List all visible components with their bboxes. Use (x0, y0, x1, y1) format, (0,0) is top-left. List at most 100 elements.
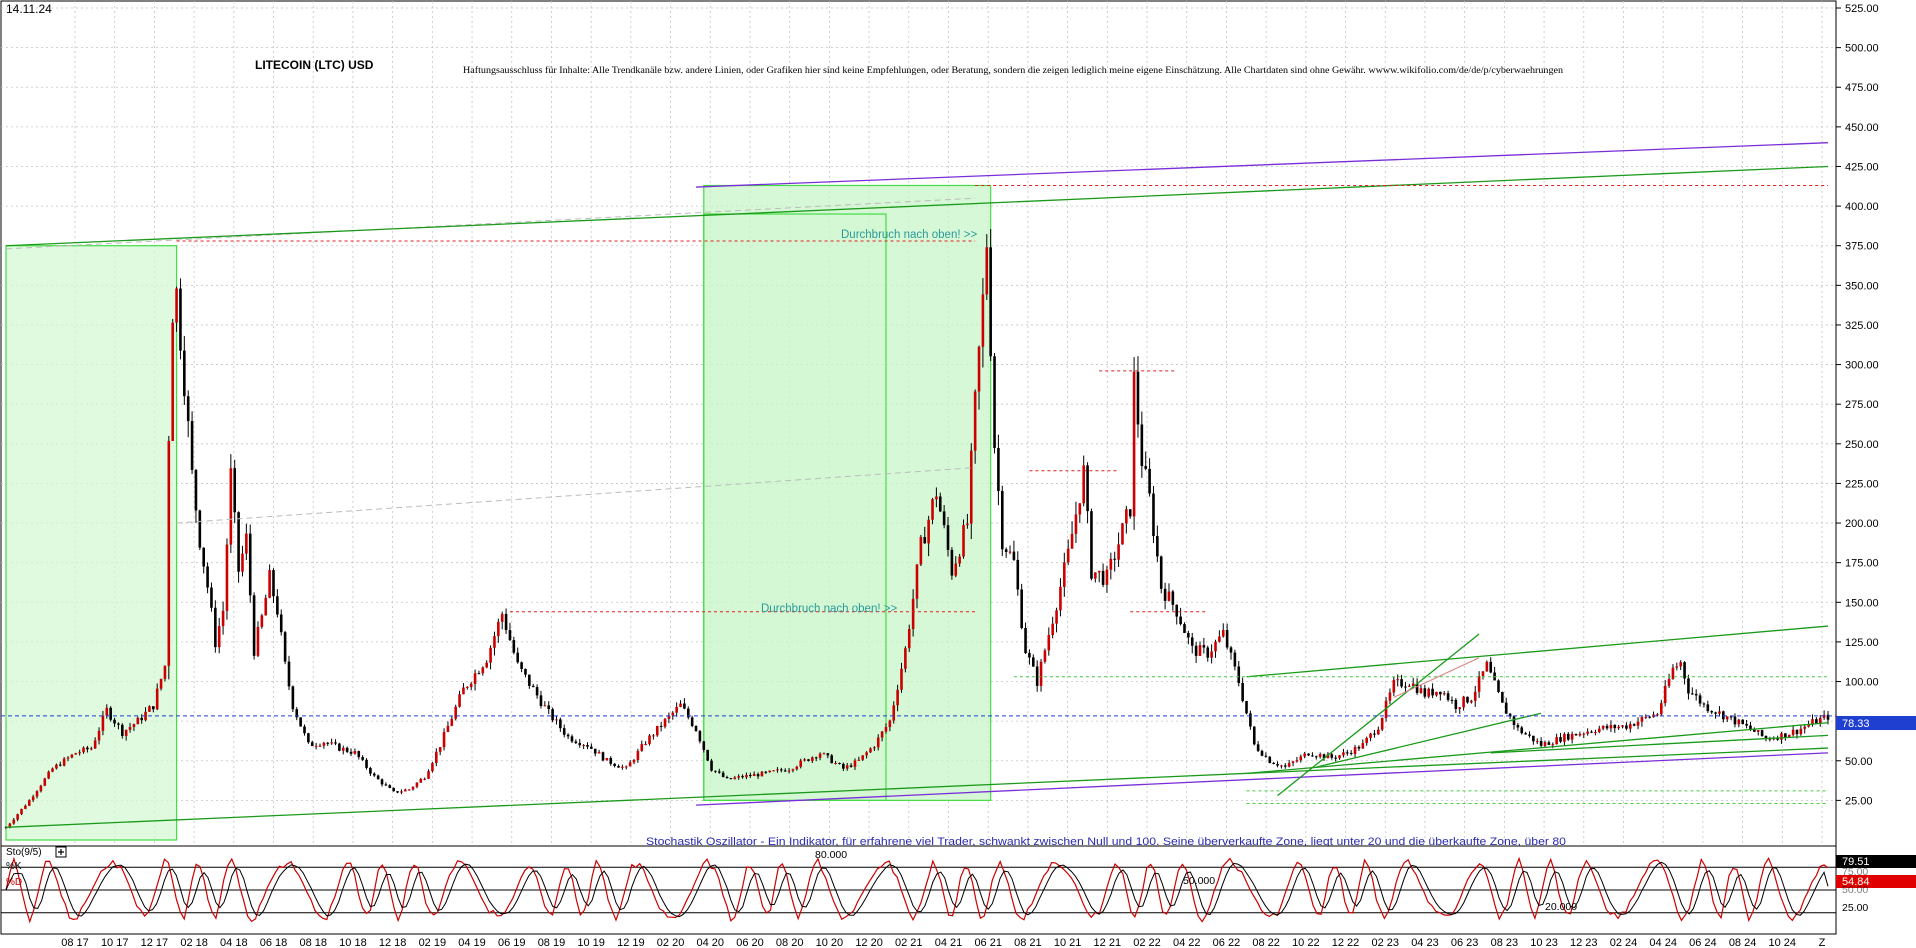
candle-body (1237, 666, 1241, 684)
candle-body (341, 747, 345, 751)
candle-body (997, 447, 1000, 492)
candle-body (279, 614, 283, 633)
candle-body (838, 762, 841, 764)
y-tick-label: 300.00 (1845, 360, 1879, 372)
candle-body (876, 737, 880, 748)
candle-body (1466, 696, 1469, 703)
candle-body (1349, 752, 1353, 754)
candle-body (985, 247, 989, 295)
candle-body (590, 746, 593, 749)
candle-body (524, 668, 527, 675)
candle-body (55, 764, 58, 769)
candle-body (326, 742, 330, 744)
candle-body (1470, 700, 1473, 703)
candle-body (186, 396, 190, 422)
candle-body (543, 705, 547, 707)
candle-body (512, 640, 516, 653)
candle-body (795, 766, 799, 770)
candle-body (1462, 696, 1465, 708)
candle-body (1504, 702, 1508, 714)
candle-body (1210, 651, 1213, 658)
y-tick-label: 475.00 (1845, 82, 1879, 94)
candle-body (93, 740, 97, 749)
candle-body (1559, 737, 1562, 742)
candle-body (217, 626, 221, 648)
candle-body (500, 613, 504, 622)
candle-body (787, 770, 791, 772)
candle-body (1276, 764, 1279, 766)
candle-body (520, 662, 523, 669)
candle-body (1749, 725, 1752, 730)
x-tick-label: 04 19 (458, 937, 486, 948)
candle-body (958, 556, 961, 564)
candle-body (264, 597, 268, 616)
candle-body (148, 706, 151, 712)
candle-body (1171, 591, 1175, 605)
candle-body (873, 747, 876, 749)
channel-green-mid-upper (1246, 625, 1829, 678)
candle-body (272, 570, 275, 597)
candle-body (1566, 733, 1570, 740)
candle-body (403, 789, 407, 792)
candle-body (1714, 712, 1717, 714)
candle-body (1066, 548, 1070, 563)
candle-body (865, 752, 868, 756)
y-tick-label: 400.00 (1845, 201, 1879, 213)
candle-body (1826, 714, 1830, 720)
x-tick-label: 10 23 (1530, 937, 1558, 948)
candle-body (582, 745, 585, 747)
candle-body (1520, 727, 1524, 734)
candle-body (1221, 630, 1225, 637)
candle-body (202, 547, 206, 567)
x-tick-label: 08 21 (1014, 937, 1042, 948)
x-tick-label: 02 18 (180, 937, 208, 948)
candle-body (489, 647, 492, 663)
x-tick-label: 08 19 (538, 937, 566, 948)
expand-icon[interactable] (55, 846, 67, 858)
candle-body (938, 496, 942, 512)
candle-body (1175, 604, 1179, 617)
y-tick-label: 225.00 (1845, 478, 1879, 490)
candle-body (194, 469, 198, 511)
candle-body (303, 726, 306, 734)
current-price-label: 78.33 (1842, 718, 1870, 730)
candle-body (702, 741, 706, 750)
candle-body (1473, 691, 1477, 701)
candle-body (97, 730, 101, 741)
candle-body (842, 763, 845, 769)
candle-body (466, 686, 469, 688)
candle-body (1512, 716, 1516, 726)
x-tick-label: 08 17 (61, 937, 89, 948)
candle-body (1334, 757, 1337, 759)
y-tick-label: 350.00 (1845, 280, 1879, 292)
candle-body (1055, 610, 1058, 624)
candle-body (807, 759, 810, 761)
candle-body (853, 760, 857, 767)
x-tick-label: 04 20 (697, 937, 725, 948)
candle-body (547, 705, 551, 710)
candle-body (989, 247, 992, 357)
x-tick-label: 02 24 (1610, 937, 1638, 948)
candle-body (1392, 680, 1396, 693)
date-label: 14.11.24 (6, 2, 52, 16)
candle-body (624, 766, 628, 768)
candle-body (159, 678, 163, 689)
candle-body (1128, 509, 1132, 517)
candle-body (1233, 652, 1237, 667)
candle-body (1039, 661, 1043, 686)
candle-body (214, 607, 217, 648)
candle-body (1136, 371, 1140, 425)
candle-body (206, 566, 209, 588)
candle-body (760, 771, 764, 777)
candle-body (1497, 680, 1500, 693)
candle-body (1086, 465, 1089, 512)
y-tick-label: 275.00 (1845, 399, 1879, 411)
candle-body (307, 733, 310, 743)
candle-body (372, 773, 376, 776)
candle-body (136, 717, 140, 725)
candle-body (1477, 676, 1481, 692)
pink-trendline (1393, 657, 1480, 698)
candle-body (1660, 703, 1663, 715)
candle-body (276, 596, 279, 615)
candle-body (1551, 744, 1555, 746)
